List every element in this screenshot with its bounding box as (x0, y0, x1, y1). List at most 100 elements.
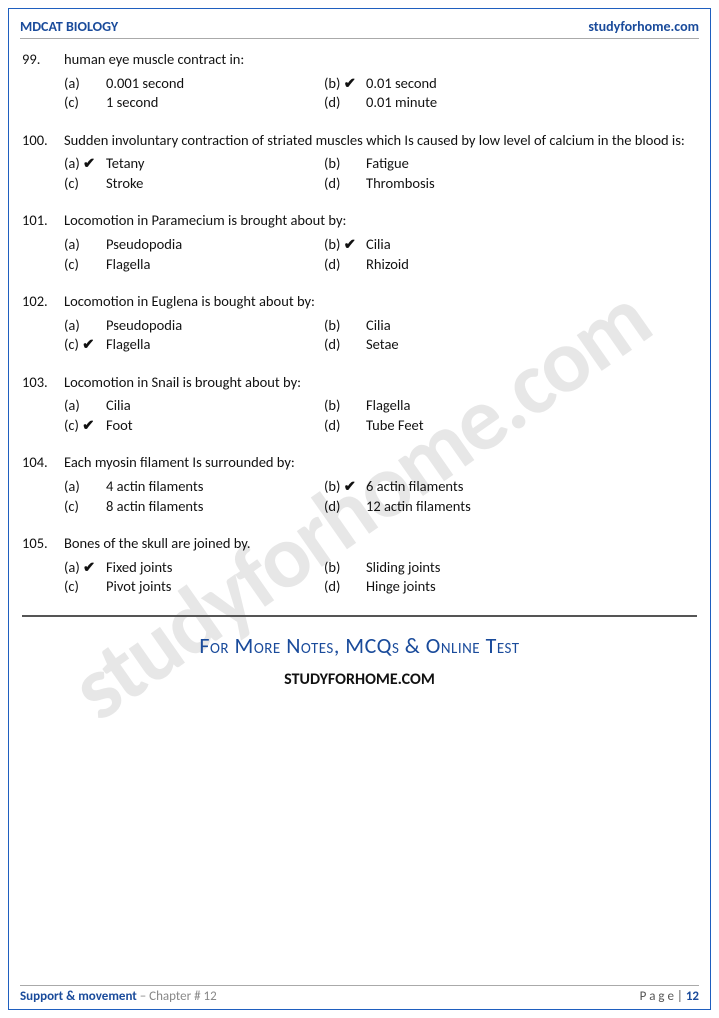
question-row: 100.Sudden involuntary contraction of st… (22, 131, 697, 151)
footer-left: Support & movement – Chapter # 12 (20, 989, 217, 1004)
option-row: (c) ✔Flagella(d)Setae (64, 335, 697, 355)
checkmark-icon: ✔ (82, 416, 94, 436)
option-text: Setae (366, 335, 399, 355)
checkmark-icon: ✔ (83, 558, 95, 578)
question-number: 103. (22, 373, 64, 393)
option-text: Fixed joints (106, 558, 172, 578)
option: (a)Pseudopodia (64, 235, 324, 255)
question-text: Sudden involuntary contraction of striat… (64, 131, 697, 151)
option-letter: (d) (324, 335, 366, 355)
option-row: (a)4 actin filaments(b) ✔6 actin filamen… (64, 477, 697, 497)
option-row: (c)1 second(d)0.01 minute (64, 93, 697, 113)
option: (c) ✔Foot (64, 416, 324, 436)
option: (c) ✔Flagella (64, 335, 324, 355)
page-label: P a g e | (640, 989, 686, 1004)
question-row: 103.Locomotion in Snail is brought about… (22, 373, 697, 393)
options: (a)0.001 second(b) ✔0.01 second(c)1 seco… (64, 74, 697, 113)
header-right: studyforhome.com (588, 18, 699, 35)
option: (d)0.01 minute (324, 93, 437, 113)
question-text: Each myosin filament Is surrounded by: (64, 453, 697, 473)
checkmark-icon: ✔ (82, 335, 94, 355)
question-text: Locomotion in Snail is brought about by: (64, 373, 697, 393)
checkmark-icon: ✔ (344, 477, 356, 497)
options: (a) ✔Tetany (b)Fatigue(c)Stroke(d)Thrombo… (64, 154, 697, 193)
page-footer: Support & movement – Chapter # 12 P a g … (20, 985, 699, 1004)
option-text: 0.01 minute (366, 93, 437, 113)
option-letter: (a) ✔ (64, 558, 106, 578)
option-text: Cilia (366, 316, 391, 336)
option-text: 4 actin filaments (106, 477, 203, 497)
option-row: (a) ✔Tetany (b)Fatigue (64, 154, 697, 174)
option-letter: (a) ✔ (64, 154, 106, 174)
question-number: 104. (22, 453, 64, 473)
option-text: 6 actin filaments (366, 477, 463, 497)
option-text: Sliding joints (366, 558, 440, 578)
question: 100.Sudden involuntary contraction of st… (22, 131, 697, 194)
option: (d)Hinge joints (324, 577, 436, 597)
option: (b) ✔6 actin filaments (324, 477, 463, 497)
option: (c)Stroke (64, 174, 324, 194)
section-divider (22, 615, 697, 617)
option-letter: (c) (64, 497, 106, 517)
question-text: Locomotion in Euglena is bought about by… (64, 292, 697, 312)
option-row: (c)Stroke(d)Thrombosis (64, 174, 697, 194)
options: (a)4 actin filaments(b) ✔6 actin filamen… (64, 477, 697, 516)
question-text: human eye muscle contract in: (64, 50, 697, 70)
question-row: 105.Bones of the skull are joined by. (22, 534, 697, 554)
page-header: MDCAT BIOLOGY studyforhome.com (20, 18, 699, 39)
option: (b)Sliding joints (324, 558, 440, 578)
option-row: (a) ✔Fixed joints(b)Sliding joints (64, 558, 697, 578)
option-text: Tetany (106, 154, 144, 174)
option-text: Fatigue (366, 154, 409, 174)
option-text: 0.01 second (366, 74, 437, 94)
option-letter: (d) (324, 416, 366, 436)
option-text: Rhizoid (366, 255, 409, 275)
promo-line-1: For More Notes, MCQs & Online Test (22, 631, 697, 661)
options: (a)Pseudopodia(b) ✔Cilia (c)Flagella (d)Rh… (64, 235, 697, 274)
question-text: Bones of the skull are joined by. (64, 534, 697, 554)
option-letter: (b) (324, 154, 366, 174)
promo-line-2: STUDYFORHOME.COM (22, 669, 697, 691)
option-text: Tube Feet (366, 416, 424, 436)
option-letter: (c) (64, 255, 106, 275)
option: (b) ✔0.01 second (324, 74, 437, 94)
option-letter: (c) (64, 174, 106, 194)
header-left: MDCAT BIOLOGY (20, 18, 118, 35)
question-row: 99.human eye muscle contract in: (22, 50, 697, 70)
option: (a) ✔Fixed joints (64, 558, 324, 578)
option-text: Foot (106, 416, 133, 436)
question-number: 102. (22, 292, 64, 312)
option-text: Stroke (106, 174, 143, 194)
option-text: 8 actin filaments (106, 497, 203, 517)
option: (b)Flagella (324, 396, 410, 416)
option: (a)Cilia (64, 396, 324, 416)
option-letter: (a) (64, 74, 106, 94)
option-text: 1 second (106, 93, 158, 113)
option-row: (a)Pseudopodia(b)Cilia (64, 316, 697, 336)
option-text: Flagella (106, 255, 150, 275)
footer-right: P a g e | 12 (640, 989, 699, 1004)
option-row: (c)8 actin filaments(d)12 actin filament… (64, 497, 697, 517)
option-letter: (a) (64, 316, 106, 336)
question: 104.Each myosin filament Is surrounded b… (22, 453, 697, 516)
question-text: Locomotion in Paramecium is brought abou… (64, 211, 697, 231)
option-letter: (c) (64, 577, 106, 597)
options: (a)Pseudopodia(b)Cilia(c) ✔Flagella(d)Se… (64, 316, 697, 355)
questions-container: 99.human eye muscle contract in: (a)0.001… (22, 50, 697, 597)
question: 103.Locomotion in Snail is brought about… (22, 373, 697, 436)
option-letter: (d) (324, 577, 366, 597)
option-letter: (d) (324, 255, 366, 275)
option-letter: (d) (324, 497, 366, 517)
option-row: (c) ✔Foot(d)Tube Feet (64, 416, 697, 436)
option-text: 12 actin filaments (366, 497, 471, 517)
question-number: 99. (22, 50, 64, 70)
option-letter: (b) (324, 558, 366, 578)
options: (a)Cilia(b)Flagella(c) ✔Foot(d)Tube Feet (64, 396, 697, 435)
option: (c)8 actin filaments (64, 497, 324, 517)
checkmark-icon: ✔ (83, 154, 95, 174)
option-row: (a)0.001 second(b) ✔0.01 second (64, 74, 697, 94)
option-letter: (a) (64, 477, 106, 497)
option: (b) ✔Cilia (324, 235, 391, 255)
content-area: 99.human eye muscle contract in: (a)0.001… (22, 50, 697, 690)
question: 99.human eye muscle contract in: (a)0.001… (22, 50, 697, 113)
